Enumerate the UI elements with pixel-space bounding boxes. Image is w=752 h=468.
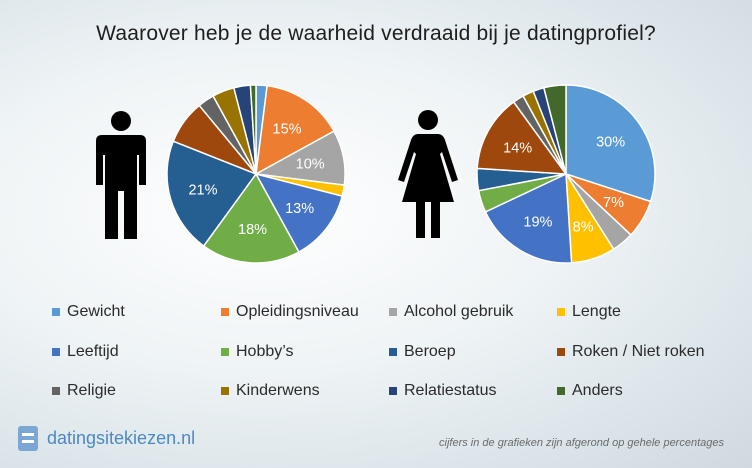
legend-swatch	[389, 348, 397, 356]
pie-slice-anders	[249, 84, 257, 175]
legend-item: Lengte	[557, 303, 621, 321]
pie-slice-roken-niet-roken	[476, 100, 568, 175]
legend-label: Leeftijd	[67, 343, 119, 360]
pie-slice-leeftijd	[484, 172, 573, 264]
legend-swatch	[221, 348, 229, 356]
legend-item: Kinderwens	[221, 382, 320, 400]
legend-item: Roken / Niet roken	[557, 343, 705, 361]
legend-item: Religie	[52, 382, 116, 400]
footnote: cijfers in de grafieken zijn afgerond op…	[439, 437, 724, 449]
legend-label: Opleidingsniveau	[236, 303, 359, 320]
legend-swatch	[389, 308, 397, 316]
pie-slice-gewicht	[565, 84, 656, 203]
chart-title: Waarover heb je de waarheid verdraaid bi…	[96, 22, 656, 45]
pie-slice-hobby-s	[202, 172, 300, 264]
man-icon	[96, 111, 146, 239]
legend-label: Gewicht	[67, 303, 125, 320]
legend-item: Anders	[557, 382, 623, 400]
slice-data-label: 15%	[273, 121, 302, 137]
legend-label: Relatiestatus	[404, 382, 497, 399]
pie-chart-woman: 30% 7% 8% 19% 14%	[476, 84, 656, 264]
legend-swatch	[557, 308, 565, 316]
legend-label: Kinderwens	[236, 382, 320, 399]
legend-label: Lengte	[572, 303, 621, 320]
legend-swatch	[52, 308, 60, 316]
legend-item: Opleidingsniveau	[221, 303, 359, 321]
legend-item: Alcohol gebruik	[389, 303, 513, 321]
legend-swatch	[221, 387, 229, 395]
brand-text: datingsitekiezen.nl	[47, 428, 196, 448]
document-icon	[18, 426, 38, 451]
legend-swatch	[52, 387, 60, 395]
pie-slice-opleidingsniveau	[255, 84, 336, 176]
pie-slice-leeftijd	[254, 172, 344, 254]
pie-slice-anders	[542, 84, 567, 175]
legend-swatch	[557, 387, 565, 395]
slice-data-label: 7%	[603, 195, 624, 211]
woman-icon	[398, 110, 458, 238]
legend-label: Hobby’s	[236, 343, 294, 360]
legend-swatch	[221, 308, 229, 316]
pie-slice-beroep	[166, 140, 258, 248]
legend-item: Gewicht	[52, 303, 125, 321]
legend-item: Relatiestatus	[389, 382, 497, 400]
legend-swatch	[557, 348, 565, 356]
legend-swatch	[389, 387, 397, 395]
legend-label: Anders	[572, 382, 623, 399]
slice-data-label: 18%	[238, 222, 267, 238]
legend-label: Roken / Niet roken	[572, 343, 705, 360]
slice-data-label: 19%	[523, 215, 552, 231]
slice-data-label: 21%	[188, 182, 217, 198]
legend-label: Alcohol gebruik	[404, 303, 514, 320]
legend-label: Beroep	[404, 343, 456, 360]
slice-data-label: 8%	[573, 219, 594, 235]
slice-data-label: 30%	[596, 135, 625, 151]
pie-chart-man: 15% 10% 13% 18% 21%	[166, 84, 346, 264]
legend-swatch	[52, 348, 60, 356]
slice-data-label: 13%	[285, 201, 314, 217]
legend-label: Religie	[67, 382, 116, 399]
legend-item: Hobby’s	[221, 343, 294, 361]
slice-data-label: 10%	[296, 157, 325, 173]
legend-item: Beroep	[389, 343, 456, 361]
brand-logo[interactable]: datingsitekiezen.nl	[18, 426, 195, 451]
slice-data-label: 14%	[503, 140, 532, 156]
legend-item: Leeftijd	[52, 343, 119, 361]
